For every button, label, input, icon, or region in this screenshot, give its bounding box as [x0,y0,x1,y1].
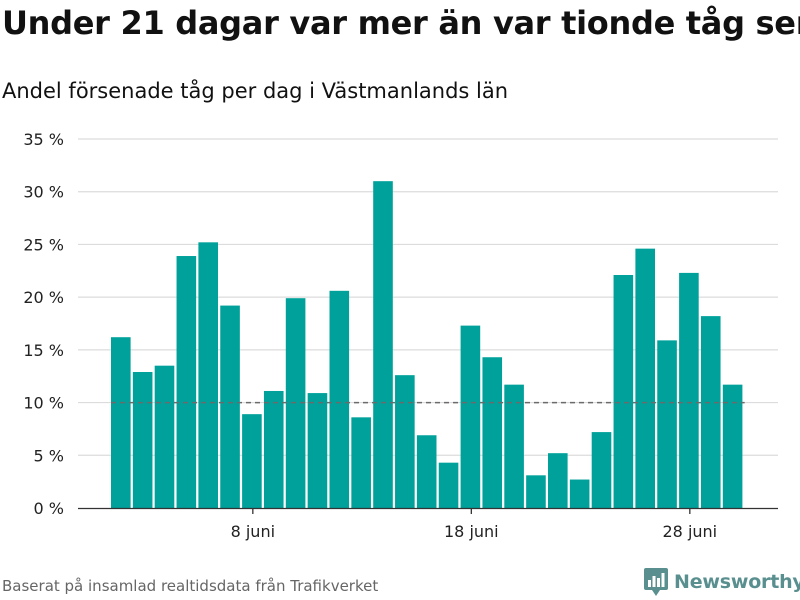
x-tick-label: 18 juni [444,522,499,541]
bar [438,462,459,508]
bar [591,432,612,508]
x-tick-label: 28 juni [663,522,718,541]
newsworthy-logo: Newsworthy [644,568,800,596]
bar [373,181,393,508]
y-tick-label: 30 % [23,183,64,202]
bar [154,365,175,508]
bar [679,272,699,508]
bars [111,181,743,508]
bar [722,384,743,508]
bar [548,453,568,508]
bar [460,325,481,508]
y-tick-label: 0 % [34,499,64,518]
bar [307,393,328,508]
bar [111,337,131,508]
bar [132,371,153,508]
bar [242,414,262,508]
y-tick-label: 10 % [23,394,64,413]
bar [329,290,350,508]
brand-name: Newsworthy [674,571,800,593]
bar [176,256,197,508]
bar [504,384,524,508]
source-note: Baserat på insamlad realtidsdata från Tr… [2,577,379,595]
y-tick-label: 25 % [23,235,64,254]
bar [263,390,284,508]
bar [700,316,721,508]
bar [482,357,503,508]
y-tick-label: 15 % [23,341,64,360]
chart-subtitle: Andel försenade tåg per dag i Västmanlan… [2,79,509,103]
bar [351,417,371,508]
bar [395,375,415,508]
newsworthy-logo-icon [644,568,668,596]
y-tick-label: 20 % [23,288,64,307]
y-tick-label: 35 % [23,130,64,149]
bar [613,275,634,508]
bar [657,340,677,508]
bar [569,479,590,508]
bar [635,248,655,508]
chart-title: Under 21 dagar var mer än var tionde tåg… [2,4,800,42]
y-axis-ticks: 0 % 5 % 10 % 15 % 20 % 25 % 30 % 35 % [23,130,64,518]
bar [198,242,218,508]
bar [526,475,546,508]
bar [220,305,240,508]
x-axis: 8 juni 18 juni 28 juni [78,507,778,541]
x-tick-label: 8 juni [231,522,275,541]
bar [416,435,437,508]
y-tick-label: 5 % [34,446,64,465]
